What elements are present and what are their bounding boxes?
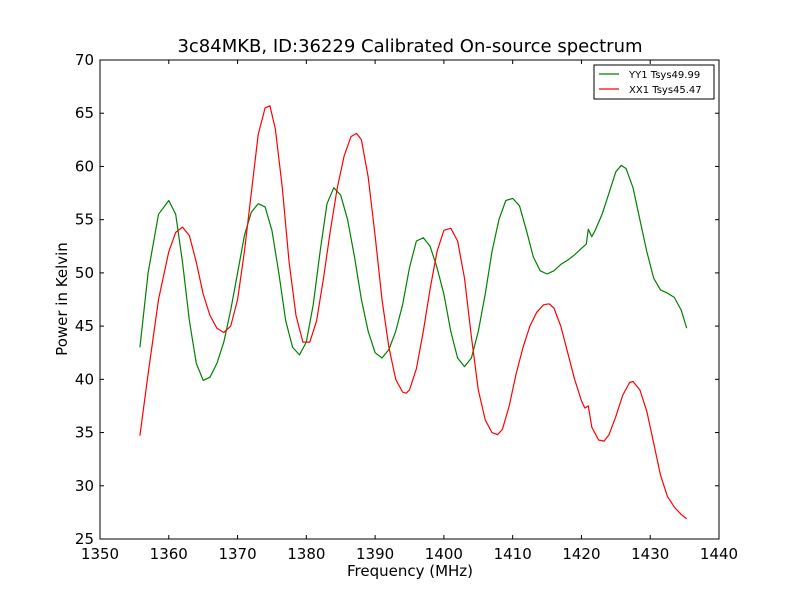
y-tick-label: 70 — [75, 51, 94, 69]
legend-label: YY1 Tsys49.99 — [628, 70, 700, 81]
x-axis: 1350 1360 1370 1380 1390 1400 1410 1420 1430 1440 — [81, 60, 738, 563]
y-tick-label: 40 — [75, 370, 94, 388]
x-tick-label: 1380 — [287, 545, 325, 563]
y-axis-label: Power in Kelvin — [53, 242, 71, 356]
y-tick-label: 35 — [75, 424, 94, 442]
y-tick-label: 65 — [75, 104, 94, 122]
x-tick-label: 1390 — [356, 545, 394, 563]
x-tick-label: 1370 — [218, 545, 256, 563]
x-tick-label: 1350 — [81, 545, 119, 563]
x-tick-label: 1440 — [700, 545, 738, 563]
series-line-2 — [139, 105, 688, 520]
series-line-1 — [139, 164, 688, 381]
y-tick-label: 45 — [75, 317, 94, 335]
plot-frame — [99, 59, 720, 540]
legend-label: XX1 Tsys45.47 — [629, 85, 702, 96]
chart-title: 3c84MKB, ID:36229 Calibrated On-source s… — [177, 36, 642, 57]
x-axis-label: Frequency (MHz) — [347, 562, 473, 580]
y-tick-label: 30 — [75, 477, 94, 495]
legend: YY1 Tsys49.99 XX1 Tsys45.47 — [593, 64, 715, 100]
series-layer — [139, 105, 688, 520]
y-tick-label: 50 — [75, 264, 94, 282]
y-axis: 25 30 35 40 45 50 55 60 65 70 — [75, 51, 719, 548]
x-tick-label: 1360 — [150, 545, 188, 563]
x-tick-label: 1420 — [562, 545, 600, 563]
x-tick-label: 1400 — [425, 545, 463, 563]
plot-area — [99, 59, 720, 540]
x-tick-label: 1430 — [631, 545, 669, 563]
y-tick-label: 55 — [75, 211, 94, 229]
legend-box — [593, 64, 715, 100]
y-tick-label: 25 — [75, 530, 94, 548]
y-tick-label: 60 — [75, 157, 94, 175]
x-tick-label: 1410 — [494, 545, 532, 563]
